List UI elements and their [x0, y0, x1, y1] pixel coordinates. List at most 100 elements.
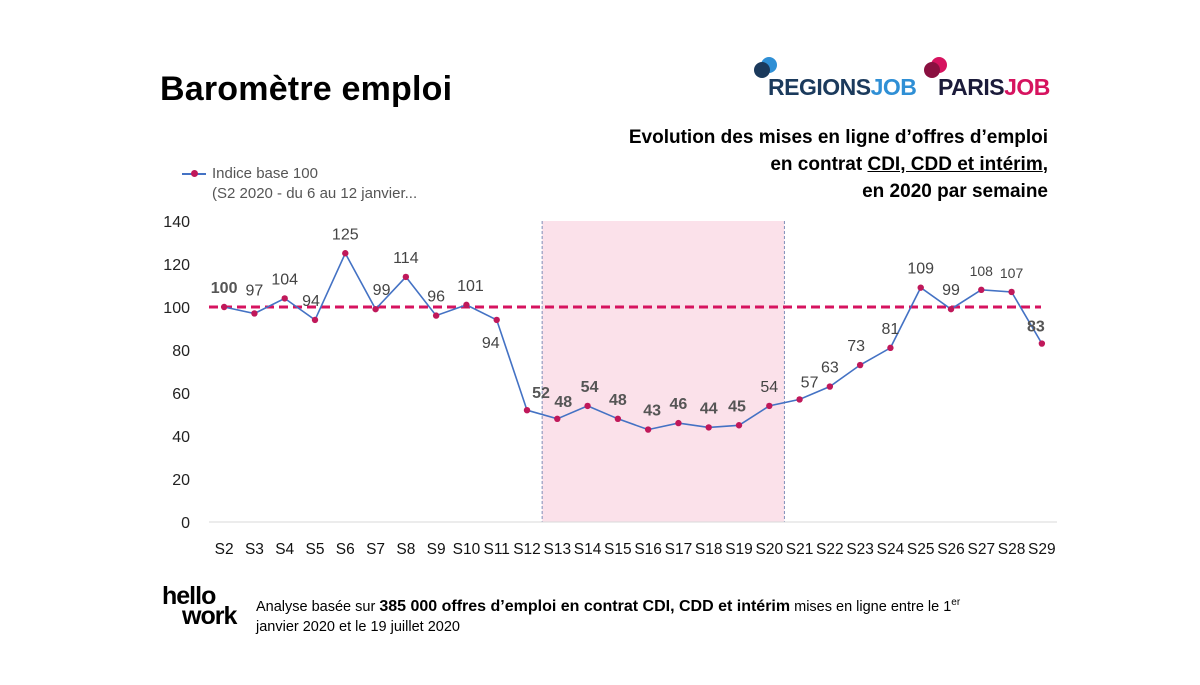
- legend-line-marker: [182, 170, 206, 178]
- y-tick-label: 40: [172, 429, 190, 446]
- logo-text-hello: hello: [162, 582, 216, 610]
- logo-text-regions: REGIONS: [768, 74, 871, 100]
- data-label: 81: [882, 321, 900, 338]
- logo-text-work: work: [182, 602, 237, 630]
- subtitle-line-1: Evolution des mises en ligne d’offres d’…: [628, 127, 1048, 148]
- legend-entry: Indice base 100: [212, 165, 318, 182]
- data-label: 54: [581, 379, 599, 396]
- data-point: [463, 301, 470, 309]
- y-tick-label: 0: [181, 515, 190, 532]
- data-label: 63: [821, 360, 839, 377]
- speech-bubble-icon: [754, 57, 777, 78]
- data-point: [372, 305, 379, 313]
- data-label: 48: [554, 394, 572, 411]
- data-point: [220, 303, 228, 311]
- subtitle-line-3: en 2020 par semaine: [862, 181, 1048, 202]
- x-tick-label: S15: [604, 541, 632, 558]
- data-point: [281, 295, 288, 302]
- y-tick-label: 80: [172, 343, 190, 360]
- data-point: [1038, 340, 1046, 347]
- x-tick-label: S29: [1028, 541, 1056, 558]
- x-tick-label: S25: [907, 541, 935, 558]
- data-point: [887, 344, 894, 352]
- x-tick-label: S28: [998, 541, 1026, 558]
- x-tick-label: S9: [427, 541, 446, 558]
- x-tick-label: S16: [634, 541, 662, 558]
- legend-entry-detail: (S2 2020 - du 6 au 12 janvier...: [212, 185, 418, 202]
- logo-text-job: JOB: [1004, 74, 1050, 100]
- data-point: [917, 284, 924, 291]
- data-label: 107: [1000, 265, 1024, 281]
- data-label: 73: [847, 338, 865, 355]
- footer-line-2: janvier 2020 et le 19 juillet 2020: [256, 618, 460, 635]
- x-tick-label: S4: [275, 541, 294, 558]
- data-point: [735, 422, 743, 429]
- data-point: [311, 316, 319, 324]
- data-point: [614, 415, 622, 422]
- data-label: 99: [942, 282, 960, 299]
- data-point: [978, 286, 985, 293]
- footer-mid: mises en ligne entre le 1: [790, 598, 952, 615]
- data-point: [856, 361, 864, 369]
- data-label: 44: [700, 400, 718, 417]
- x-tick-label: S3: [245, 541, 264, 558]
- data-point: [675, 419, 682, 427]
- data-label: 96: [427, 289, 445, 306]
- data-label: 83: [1027, 319, 1045, 336]
- footer-sup: er: [951, 597, 961, 608]
- data-label: 94: [482, 335, 500, 352]
- data-label: 52: [532, 385, 550, 402]
- x-tick-label: S27: [967, 541, 995, 558]
- x-tick-label: S20: [755, 541, 783, 558]
- logo-text-job: JOB: [870, 74, 917, 100]
- data-point: [705, 424, 712, 431]
- x-tick-label: S23: [846, 541, 874, 558]
- x-tick-label: S26: [937, 541, 965, 558]
- x-tick-label: S11: [483, 541, 509, 558]
- data-label: 114: [393, 250, 419, 267]
- data-point: [644, 426, 652, 433]
- x-tick-label: S14: [574, 541, 602, 558]
- y-tick-label: 100: [163, 300, 190, 317]
- data-label: 94: [302, 293, 320, 310]
- data-label: 109: [907, 261, 934, 278]
- x-tick-label: S17: [665, 541, 693, 558]
- chart-legend: Indice base 100 (S2 2020 - du 6 au 12 ja…: [182, 164, 417, 204]
- data-label: 48: [609, 392, 627, 409]
- data-point: [1008, 288, 1015, 296]
- x-tick-label: S13: [543, 541, 571, 558]
- data-label: 46: [670, 396, 688, 413]
- data-label: 99: [373, 282, 391, 299]
- data-point: [796, 396, 803, 403]
- data-label: 57: [801, 374, 819, 391]
- parisjob-logo: PARISJOB: [922, 56, 1052, 102]
- data-point: [432, 312, 440, 319]
- data-label: 125: [332, 226, 359, 243]
- x-tick-label: S18: [695, 541, 723, 558]
- data-label: 45: [728, 398, 746, 415]
- hellowork-logo: hello work: [162, 582, 244, 630]
- data-label: 100: [211, 280, 238, 297]
- highlight-band: [542, 221, 785, 522]
- y-tick-label: 120: [163, 257, 190, 274]
- data-label: 101: [457, 278, 484, 295]
- x-tick-label: S10: [453, 541, 481, 558]
- x-tick-label: S8: [396, 541, 415, 558]
- regionsjob-logo: REGIONSJOB: [752, 56, 917, 102]
- page-title: Baromètre emploi: [160, 70, 453, 108]
- data-point: [584, 402, 591, 410]
- x-tick-label: S12: [513, 541, 541, 558]
- data-point: [947, 305, 955, 313]
- footer-note: Analyse basée sur 385 000 offres d’emplo…: [256, 593, 1056, 637]
- x-tick-label: S2: [215, 541, 234, 558]
- y-tick-label: 140: [163, 214, 190, 231]
- data-point: [493, 316, 500, 324]
- data-label: 54: [760, 379, 778, 396]
- x-tick-label: S19: [725, 541, 753, 558]
- x-tick-label: S21: [786, 541, 814, 558]
- data-point: [251, 310, 258, 317]
- logo-text-paris: PARIS: [938, 74, 1005, 100]
- subtitle-prefix: en contrat: [770, 154, 868, 175]
- x-tick-label: S24: [877, 541, 905, 558]
